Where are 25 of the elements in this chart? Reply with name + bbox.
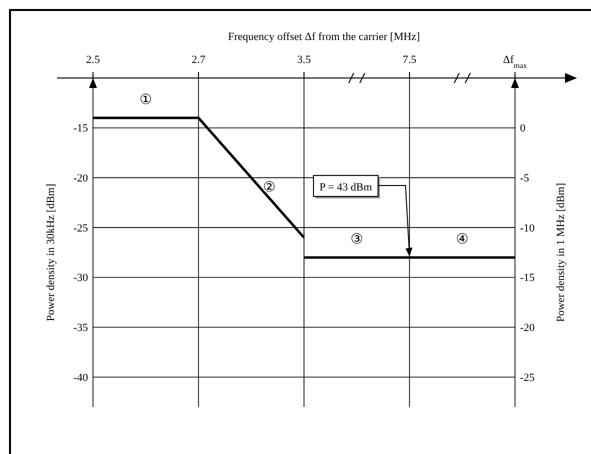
y2-tick-label: -10	[520, 222, 536, 234]
y-tick-label: -25	[73, 222, 88, 234]
x-tick-label: 2.5	[86, 54, 100, 66]
annotation: ④	[456, 232, 469, 248]
y2-tick-label: 0	[520, 122, 526, 135]
y-tick-label: -15	[73, 122, 88, 135]
y-tick-label: -20	[73, 172, 88, 185]
annotation: ②	[262, 180, 276, 196]
y-tick-label: -35	[73, 322, 88, 334]
y-axis-title: Power density in 30kHz [dBm]	[45, 184, 57, 322]
x-tick-label: Δf$_{max}$	[503, 54, 528, 70]
y2-tick-label: -20	[520, 322, 536, 334]
annotation: ③	[350, 232, 364, 248]
x-tick-label: 7.5	[402, 54, 417, 66]
y2-tick-label: -5	[520, 172, 530, 185]
y2-tick-label: -25	[520, 372, 536, 384]
annotation: ①	[139, 92, 152, 108]
y2-axis-title: Power density in 1 MHz [dBm]	[555, 182, 567, 322]
annotation: P = 43 dBm	[320, 181, 372, 194]
y2-tick-label: -15	[520, 272, 536, 284]
x-tick-label: 3.5	[297, 54, 312, 66]
x-axis-title: Frequency offset Δf from the carrier [MHz]	[228, 31, 420, 43]
y-tick-label: -30	[73, 272, 88, 284]
x-tick-label: 2.7	[192, 54, 206, 66]
y-tick-label: -40	[73, 372, 88, 384]
